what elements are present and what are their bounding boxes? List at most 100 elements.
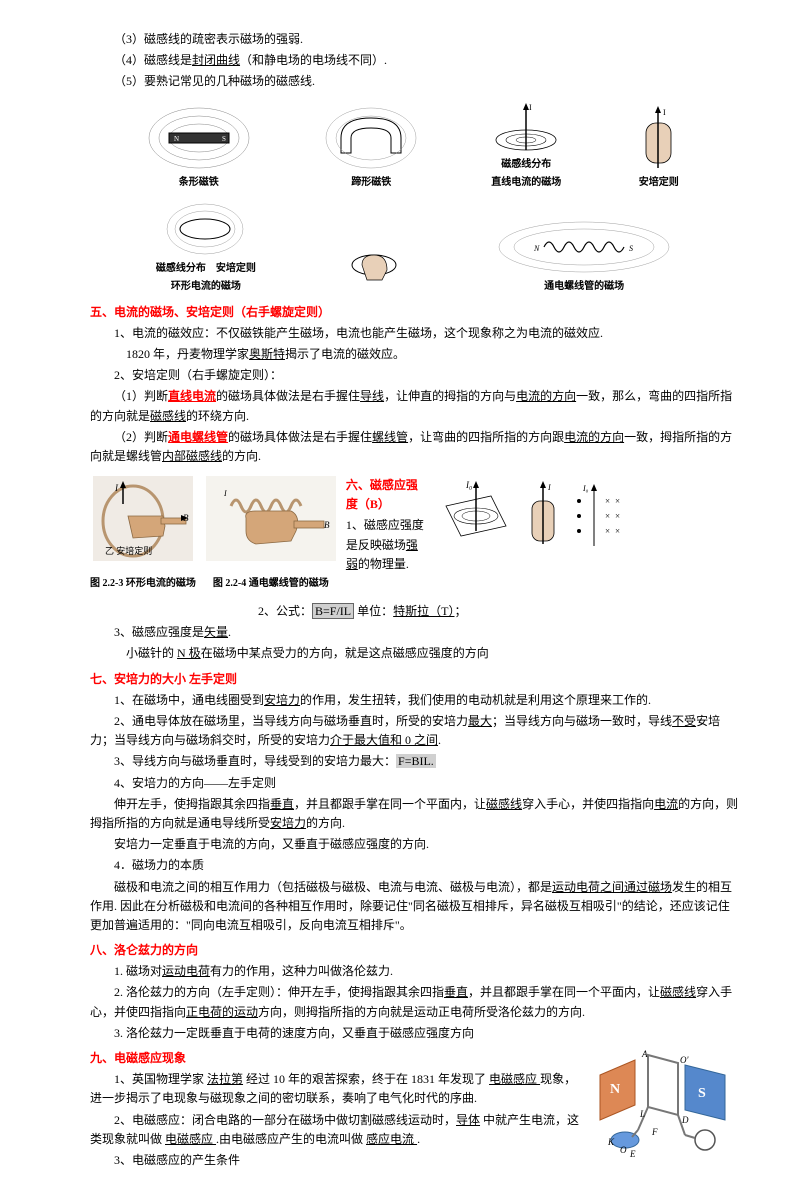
underline: 垂直 — [270, 797, 294, 811]
solenoid-hand-svg: B I — [206, 476, 336, 576]
dots-crosses-svg: I₀ ××× ××× — [569, 476, 624, 556]
sec8-title: 八、洛仑兹力的方向 — [90, 941, 740, 960]
underline: 电流 — [654, 797, 678, 811]
text: （和静电场的电场线不同）. — [240, 53, 387, 67]
text: 在磁场中某点受力的方向，就是这点磁感应强度的方向 — [201, 646, 489, 660]
sec7-p8: 磁极和电流之间的相互作用力（包括磁极与磁极、电流与电流、磁极与电流），都是运动电… — [90, 878, 740, 936]
right-diagrams: I₀ I I₀ ××× ××× — [436, 476, 624, 556]
underline: 奥斯特 — [249, 347, 285, 361]
svg-text:×: × — [605, 511, 610, 521]
faraday-diagram: N S A O' L D F K E O — [590, 1045, 740, 1171]
diagram-bar-magnet: N S 条形磁铁 — [144, 103, 254, 191]
text: 的物理量. — [358, 557, 409, 571]
sec7-p6: 安培力一定垂直于电流的方向，又垂直于磁感应强度的方向. — [90, 835, 740, 854]
underline: 最大 — [468, 714, 492, 728]
caption: 安培定则 — [639, 175, 679, 191]
diagram-hand-ring — [347, 235, 402, 295]
sec7-p4: 4、安培力的方向——左手定则 — [90, 774, 740, 793]
svg-text:F: F — [651, 1127, 658, 1137]
svg-text:E: E — [629, 1149, 636, 1159]
induction-svg: N S A O' L D F K E O — [590, 1045, 740, 1165]
ring-hand-svg: I B 乙 安培定则 — [93, 476, 193, 576]
text: 方向，则拇指所指的方向就是运动正电荷所受洛伦兹力的方向. — [258, 1005, 585, 1019]
caption-a: 磁感线分布 — [156, 261, 206, 277]
text: 3、磁感应强度是 — [114, 625, 204, 639]
hand-svg: I — [631, 103, 686, 173]
diagram-ring-current: 磁感线分布 安培定则 环形电流的磁场 — [156, 199, 256, 295]
text: 2、公式： — [258, 604, 312, 618]
underline: 特斯拉（T） — [393, 604, 454, 618]
sec6-p2: 2、公式：B=F/IL 单位：特斯拉（T）； — [90, 602, 740, 621]
svg-text:S: S — [222, 135, 226, 143]
underline: 垂直 — [444, 985, 468, 999]
sec5-p1b: 1820 年，丹麦物理学家奥斯特揭示了电流的磁效应。 — [90, 345, 740, 364]
underline: 正电荷的运动 — [186, 1005, 258, 1019]
red-underline: 直线电流 — [168, 389, 216, 403]
sec7-title: 七、安培力的大小 左手定则 — [90, 670, 740, 689]
sec7-p2: 2、通电导体放在磁场里，当导线方向与磁场垂直时，所受的安培力最大；当导线方向与磁… — [90, 712, 740, 750]
caption: 图 2.2-3 环形电流的磁场 — [90, 576, 196, 592]
text: 1、英国物理学家 — [114, 1072, 207, 1086]
svg-text:I₀: I₀ — [465, 480, 472, 490]
text: 1、在磁场中，通电线圈受到 — [114, 693, 264, 707]
bar-magnet-svg: N S — [144, 103, 254, 173]
svg-text:N: N — [174, 135, 179, 143]
text: 揭示了电流的磁效应。 — [285, 347, 405, 361]
hand-fig-2: B I 图 2.2-4 通电螺线管的磁场 — [206, 476, 336, 592]
text: . — [438, 733, 441, 747]
underline: 磁感线 — [660, 985, 696, 999]
caption-c: 环形电流的磁场 — [171, 279, 241, 295]
text: 磁极和电流之间的相互作用力（包括磁极与磁极、电流与电流、磁极与电流），都是 — [114, 880, 552, 894]
svg-text:L: L — [639, 1109, 645, 1119]
sec5-p1: 1、电流的磁效应：不仅磁铁能产生磁场，电流也能产生磁场，这个现象称之为电流的磁效… — [90, 324, 740, 343]
underline: 安培力 — [264, 693, 300, 707]
underline: 安培力 — [270, 816, 306, 830]
sec6-p3: 3、磁感应强度是矢量. — [90, 623, 740, 642]
sec7-p3: 3、导线方向与磁场垂直时，导线受到的安培力最大：F=BIL. — [90, 752, 740, 771]
underline: 内部磁感线 — [162, 449, 222, 463]
svg-text:I: I — [663, 108, 666, 117]
text: （4）磁感线是 — [114, 53, 192, 67]
sec6-title: 六、磁感应强度（B） — [346, 476, 426, 514]
hand-figure-row: I B 乙 安培定则 图 2.2-3 环形电流的磁场 B I 图 2.2-4 通… — [90, 476, 740, 592]
sec6-p4: 小磁针的 N 极在磁场中某点受力的方向，就是这点磁感应强度的方向 — [90, 644, 740, 663]
caption-b: 安培定则 — [216, 261, 256, 277]
svg-text:×: × — [615, 511, 620, 521]
text: ；当导线方向与磁场一致时，导线 — [492, 714, 672, 728]
text: .由电磁感应产生的电流叫做 — [216, 1132, 366, 1146]
text: 的方向. — [222, 449, 261, 463]
diagram-ampere-hand: I 安培定则 — [631, 103, 686, 191]
caption: 条形磁铁 — [179, 175, 219, 191]
svg-text:K: K — [607, 1137, 615, 1147]
diagram-straight-wire: I 磁感线分布 直线电流的磁场 — [489, 100, 564, 191]
caption-b: 直线电流的磁场 — [491, 175, 561, 191]
sec8-p3: 3. 洛伦兹力一定既垂直于电荷的速度方向，又垂直于磁感应强度方向 — [90, 1024, 740, 1043]
underline: 介于最大值和 0 之间 — [330, 733, 438, 747]
svg-text:×: × — [605, 496, 610, 506]
horseshoe-svg — [321, 103, 421, 173]
svg-text:I: I — [529, 103, 532, 112]
underline: 感应电流 — [366, 1132, 417, 1146]
sec7-p5: 伸开左手，使拇指跟其余四指垂直，并且都跟手掌在同一个平面内，让磁感线穿入手心，并… — [90, 795, 740, 833]
underline: 法拉第 — [207, 1072, 243, 1086]
sec7-p7: 4．磁场力的本质 — [90, 856, 740, 875]
text: 3、导线方向与磁场垂直时，导线受到的安培力最大： — [114, 754, 396, 768]
svg-text:O': O' — [680, 1055, 689, 1065]
svg-text:D: D — [681, 1115, 689, 1125]
text: 2、电磁感应：闭合电路的一部分在磁场中做切割磁感线运动时， — [114, 1113, 456, 1127]
underline: 螺线管 — [372, 430, 408, 444]
sec6-p1: 1、磁感应强度是反映磁场强弱的物理量. — [346, 516, 426, 574]
underline: 磁感线 — [486, 797, 522, 811]
text: 有力的作用，这种力叫做洛伦兹力. — [210, 964, 393, 978]
text: （1）判断 — [114, 389, 168, 403]
underline: 电流的方向 — [564, 430, 624, 444]
text: 伸开左手，使拇指跟其余四指 — [114, 797, 270, 811]
text: 经过 10 年的艰苦探索，终于在 1831 年发现了 — [243, 1072, 489, 1086]
highlight-formula: F=BIL. — [396, 754, 436, 768]
svg-text:×: × — [615, 526, 620, 536]
intro-p5: （5）要熟记常见的几种磁场的磁感线. — [90, 72, 740, 91]
svg-text:S: S — [698, 1086, 706, 1101]
text: 的作用，发生扭转，我们使用的电动机就是利用这个原理来工作的. — [300, 693, 651, 707]
svg-text:B: B — [324, 520, 330, 530]
hand-fig-1: I B 乙 安培定则 图 2.2-3 环形电流的磁场 — [90, 476, 196, 592]
